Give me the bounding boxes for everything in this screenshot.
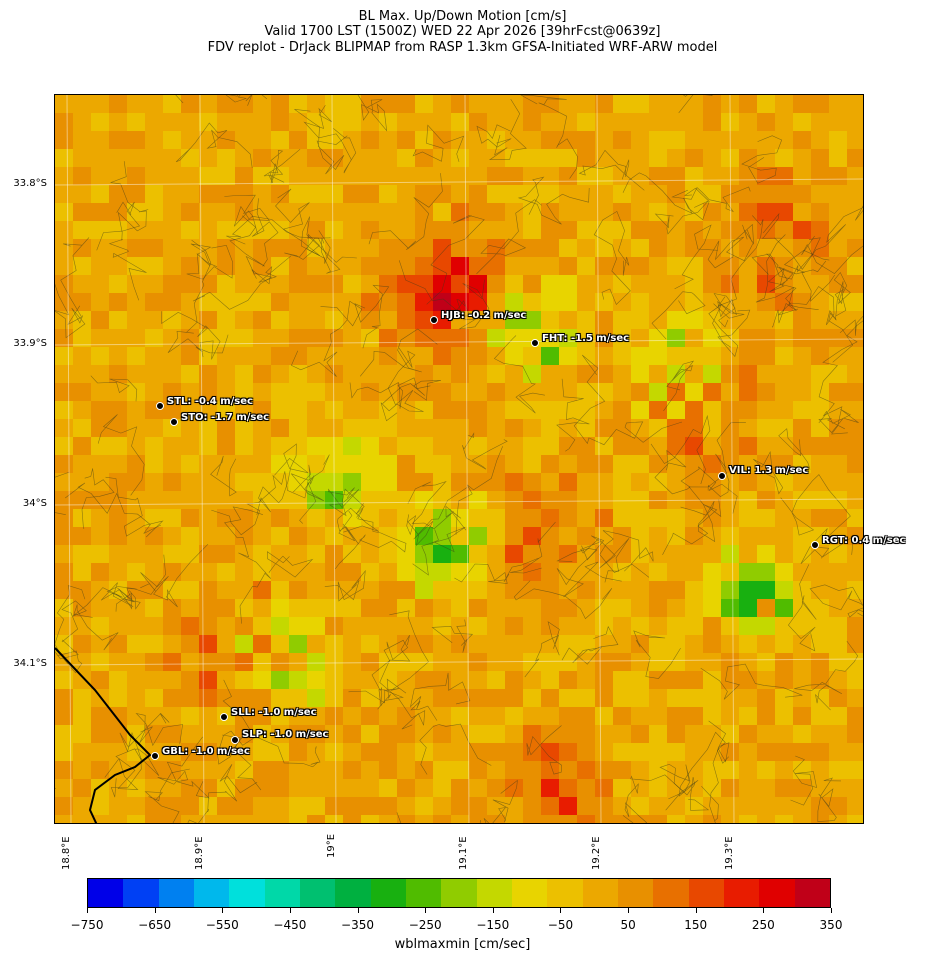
lon-label-18-9: 18.9°E [194,836,205,870]
colorbar-tick-label: 250 [751,918,775,932]
colorbar-segment [88,879,124,907]
title-line-3: FDV replot - DrJack BLIPMAP from RASP 1.… [207,40,718,55]
station-marker-vil[interactable] [718,472,726,480]
colorbar-tick-mark [357,908,359,913]
station-label-sto: STO: -1.7 m/sec [181,412,270,423]
colorbar-tick-label: −550 [205,918,239,932]
station-label-vil: VIL: 1.3 m/sec [729,465,809,476]
colorbar-tick-label: −750 [70,918,104,932]
colorbar-tick-label: 50 [620,918,636,932]
colorbar-segment [476,879,512,907]
colorbar-tick-mark [425,908,427,913]
station-label-slp: SLP: -1.0 m/sec [242,729,329,740]
title-line-2: Valid 1700 LST (1500Z) WED 22 Apr 2026 [… [264,24,661,39]
colorbar-tick-label: −650 [138,918,172,932]
lon-label-19-2: 19.2°E [591,836,602,870]
colorbar-segment [794,879,830,907]
colorbar-segment [723,879,760,907]
station-marker-sll[interactable] [220,713,228,721]
colorbar-tick-mark [222,908,224,913]
colorbar-segment [688,879,724,907]
colorbar-segment [617,879,654,907]
lon-label-19-3: 19.3°E [724,836,735,870]
station-marker-gbl[interactable] [151,752,159,760]
colorbar-segment [511,879,548,907]
colorbar-tick-mark [695,908,697,913]
station-marker-stl[interactable] [156,402,164,410]
colorbar [87,878,831,908]
colorbar-segment [335,879,371,907]
colorbar-label: wblmaxmin [cm/sec] [394,937,531,952]
colorbar-segment [370,879,406,907]
colorbar-tick-mark [560,908,562,913]
station-label-gbl: GBL: -1.0 m/sec [162,746,250,757]
colorbar-segment [158,879,194,907]
colorbar-segment [264,879,300,907]
station-label-rgt: RGT: 0.4 m/sec [822,535,906,546]
colorbar-tick-label: −50 [547,918,574,932]
lat-label-34-1: 34.1°S [13,658,47,669]
station-label-sll: SLL: -1.0 m/sec [231,707,317,718]
colorbar-segment [441,879,477,907]
colorbar-segment [229,879,265,907]
colorbar-segment [759,879,795,907]
lat-label-34-0: 34°S [22,498,47,509]
station-marker-sto[interactable] [170,418,178,426]
lat-label-33-8: 33.8°S [13,178,47,189]
colorbar-tick-mark [831,908,832,913]
colorbar-tick-label: −450 [273,918,307,932]
colorbar-tick-label: −150 [476,918,510,932]
colorbar-tick-mark [87,908,88,913]
colorbar-segment [193,879,230,907]
lon-label-18-8: 18.8°E [61,836,72,870]
colorbar-tick-mark [289,908,291,913]
colorbar-tick-mark [492,908,494,913]
station-label-stl: STL: -0.4 m/sec [167,396,253,407]
station-label-fht: FHT: -1.5 m/sec [542,333,630,344]
station-marker-slp[interactable] [231,736,239,744]
station-marker-rgt[interactable] [811,541,819,549]
colorbar-tick-label: 150 [684,918,708,932]
colorbar-tick-label: −350 [341,918,375,932]
colorbar-tick-mark [628,908,630,913]
colorbar-segment [582,879,618,907]
colorbar-segment [405,879,442,907]
lon-label-19-1: 19.1°E [458,836,469,870]
lat-label-33-9: 33.9°S [13,338,47,349]
station-marker-fht[interactable] [531,339,539,347]
coastline [55,647,152,823]
title-line-1: BL Max. Up/Down Motion [cm/s] [358,9,567,24]
colorbar-tick-label: −250 [408,918,442,932]
forecast-grid [55,95,863,823]
lon-label-19-0: 19°E [326,833,337,858]
station-marker-hjb[interactable] [430,316,438,324]
map-area[interactable] [54,94,864,824]
colorbar-segment [299,879,336,907]
colorbar-tick-mark [763,908,765,913]
station-label-hjb: HJB: -0.2 m/sec [441,310,527,321]
colorbar-segment [123,879,159,907]
colorbar-segment [653,879,689,907]
colorbar-tick-label: 350 [819,918,843,932]
colorbar-tick-mark [154,908,156,913]
colorbar-segment [547,879,583,907]
